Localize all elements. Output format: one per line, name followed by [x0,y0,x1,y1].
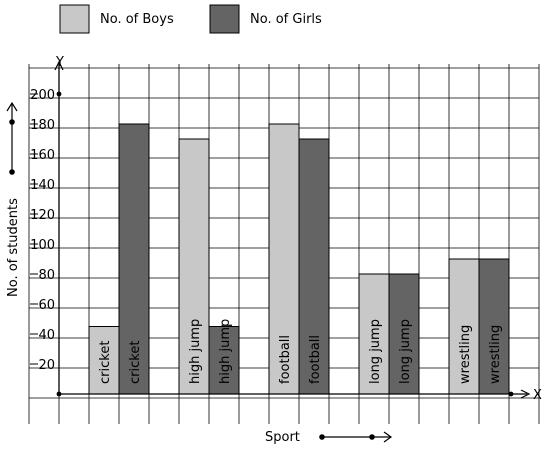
y-axis-title-arrow [6,101,18,175]
axis-dot [56,391,62,397]
bar-category-label: wrestling [458,325,473,384]
bar-category-label: long jump [398,319,413,384]
y-ticks-layer: 20 40 60 80 100 120 140 160 180 200 [30,88,55,373]
legend-swatch-boys [59,4,90,34]
axes-layer [54,60,531,399]
bar-category-label: cricket [128,341,143,384]
y-tick-label: 80 [38,268,55,283]
legend: No. of Boys No. of Girls [59,4,322,34]
bar-category-label: football [278,335,293,384]
legend-swatch-girls [209,4,240,34]
y-tick-label: 40 [38,328,55,343]
bar-category-label: high jump [188,319,203,384]
y-axis-title: No. of students [6,198,21,297]
axis-dot [56,91,62,97]
bar-boys-high-jump [178,138,210,395]
axis-dot [508,391,514,397]
bar-category-label: high jump [218,319,233,384]
bars-layer [88,123,510,395]
x-axis-letter: X [533,388,542,403]
x-axis-title: Sport [265,430,300,445]
bar-category-label: long jump [368,319,383,384]
bar-girls-long-jump [388,273,420,395]
bar-girls-high-jump [208,326,240,395]
legend-label-girls: No. of Girls [250,12,322,27]
y-tick-label: 60 [38,298,55,313]
bar-category-label: wrestling [488,325,503,384]
bar-girls-cricket [118,123,150,395]
y-tick-label: 100 [30,238,55,253]
y-tick-label: 140 [30,178,55,193]
bar-labels-layer: cricket cricket high jump high jump football… [98,319,503,384]
bar-category-label: cricket [98,341,113,384]
y-tick-label: 160 [30,148,55,163]
y-tick-label: 200 [30,88,55,103]
y-tick-label: 180 [30,118,55,133]
bar-boys-football [268,123,300,395]
bar-girls-wrestling [478,258,510,395]
bar-girls-football [298,138,330,395]
y-tick-label: 120 [30,208,55,223]
y-tick-label: 20 [38,358,55,373]
bar-category-label: football [308,335,323,384]
y-axis-letter: Y [55,55,64,70]
x-axis-arrowhead [520,389,531,399]
y-axis-arrowhead [54,60,64,71]
x-axis-title-arrow [319,431,393,443]
legend-label-boys: No. of Boys [100,12,174,27]
